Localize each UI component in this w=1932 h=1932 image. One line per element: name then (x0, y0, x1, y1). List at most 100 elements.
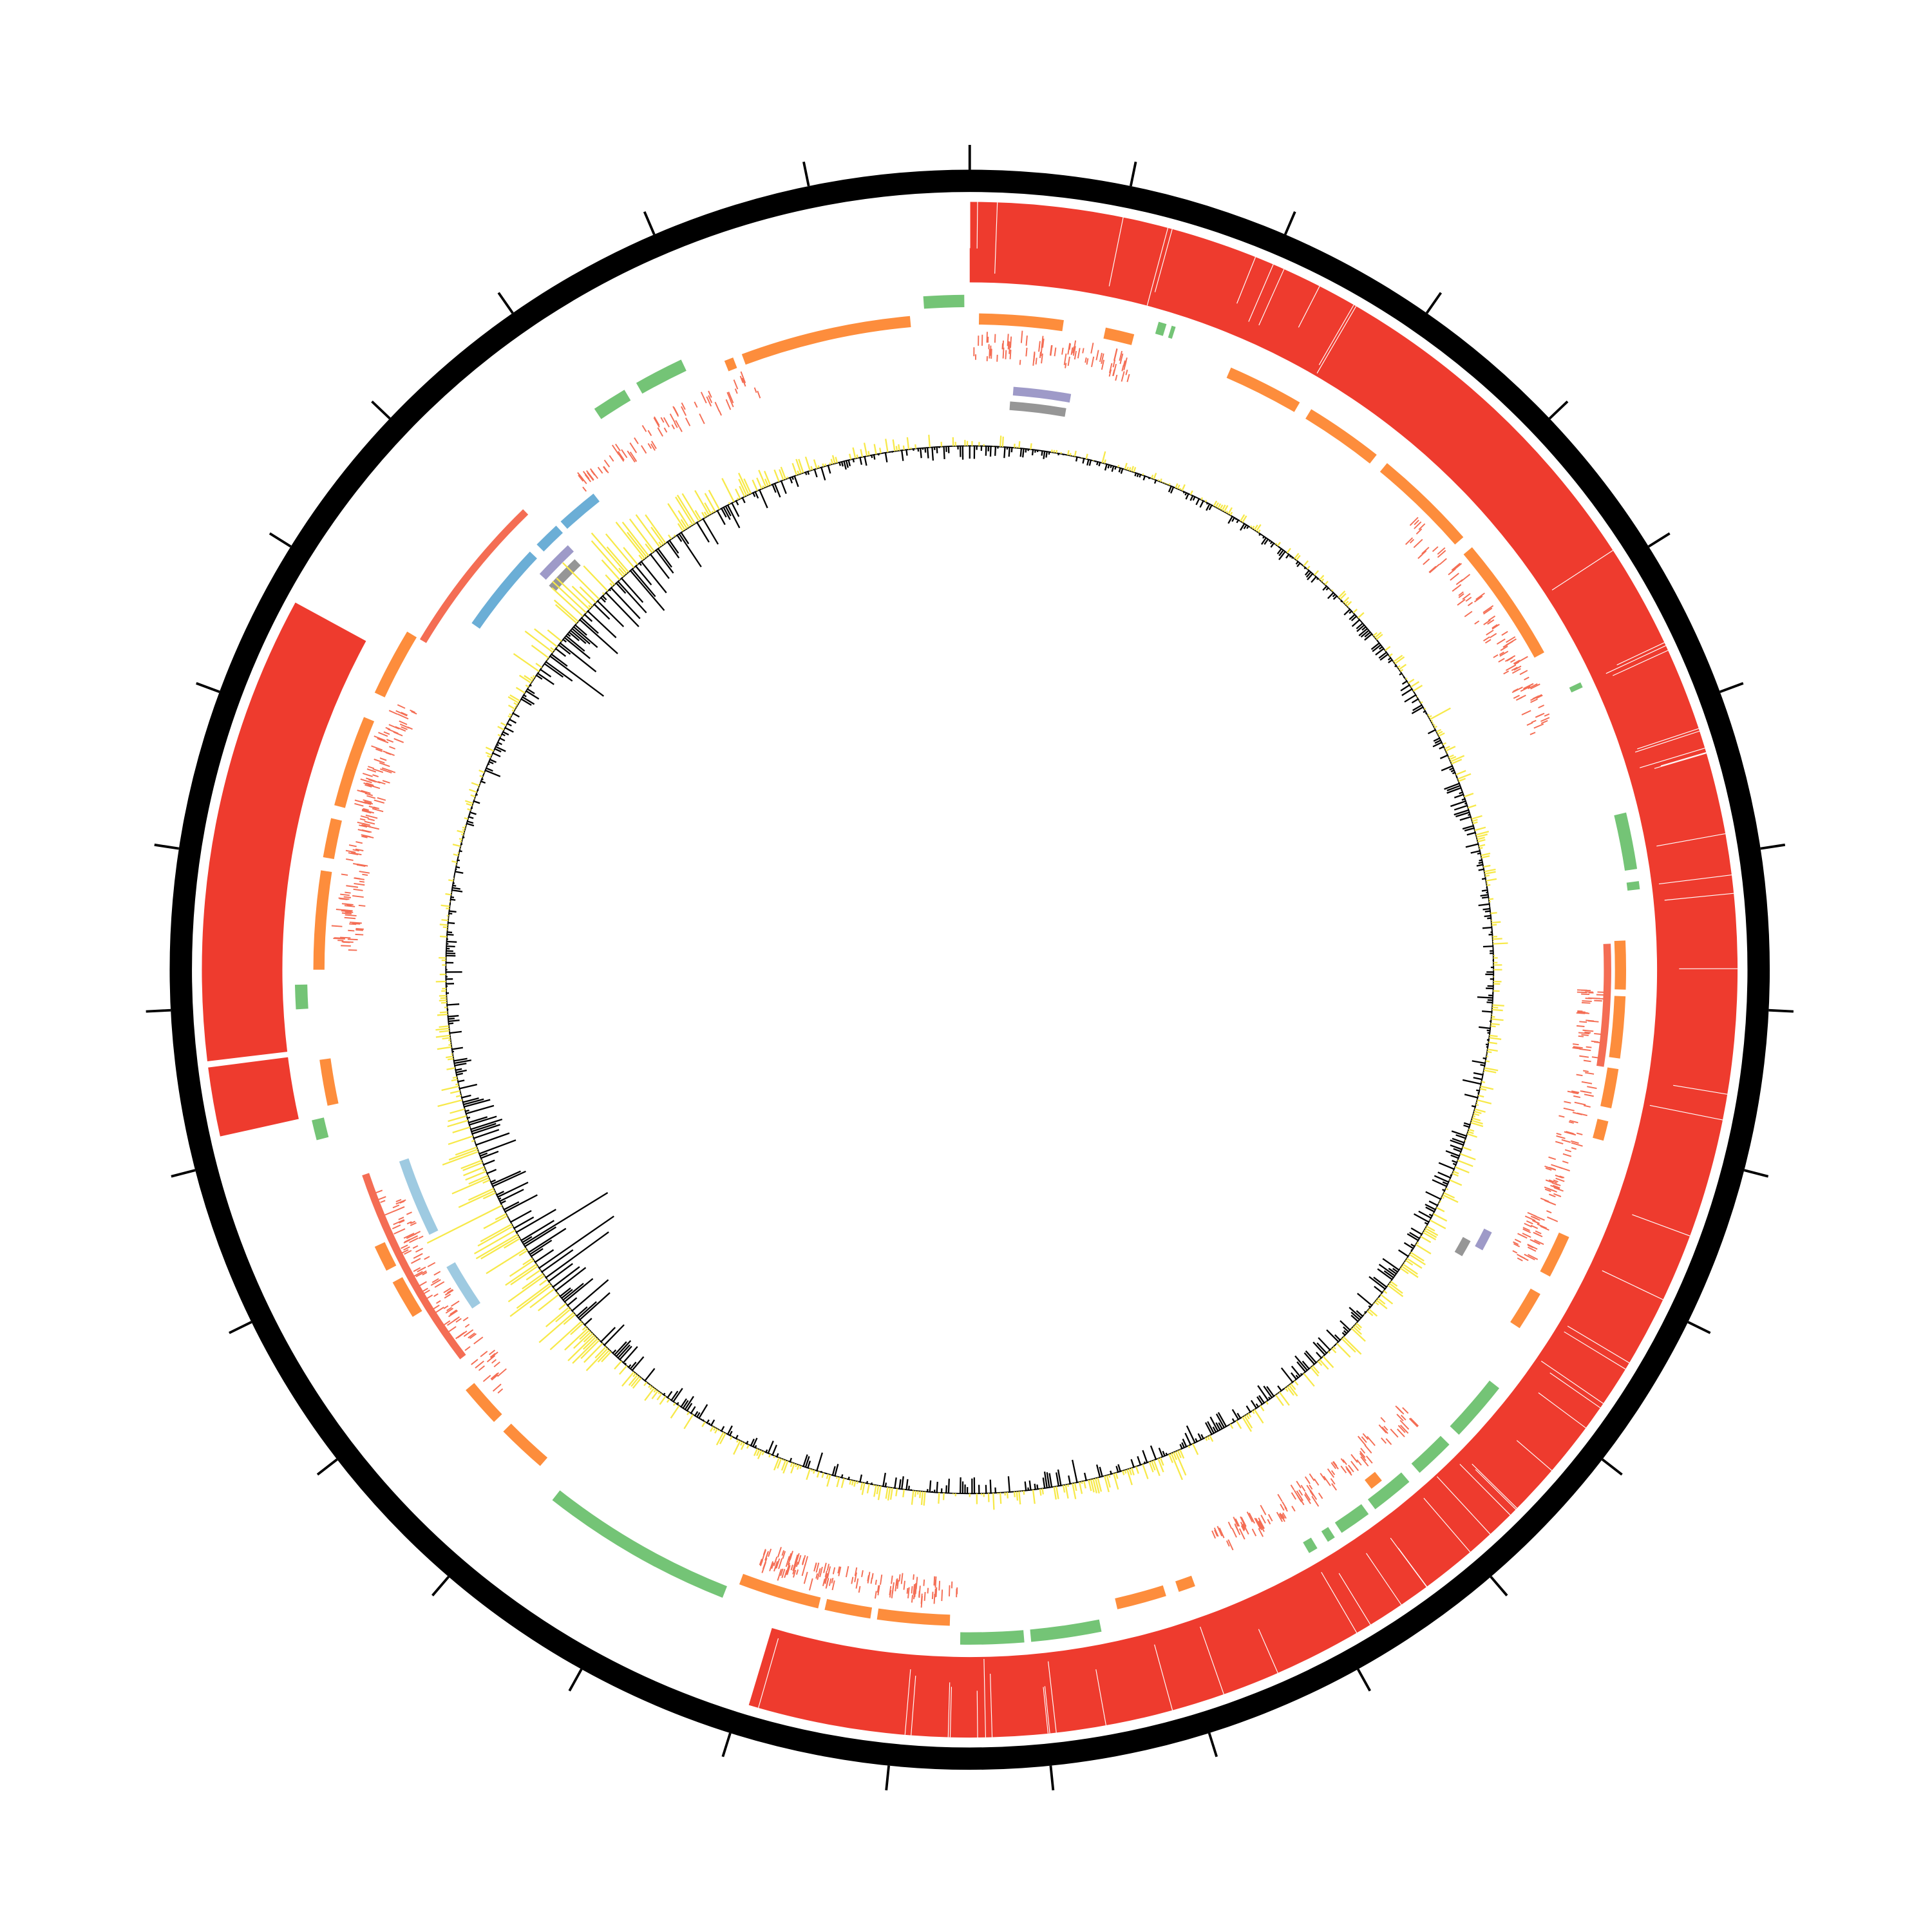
red-tick-feature (433, 1307, 444, 1314)
red-tick-feature (780, 1568, 784, 1577)
red-tick-feature (861, 1570, 864, 1577)
tick-mark (229, 1321, 252, 1334)
red-tick-feature (828, 1578, 832, 1586)
green-feature (1367, 1472, 1410, 1510)
blast-gap-line (1540, 1360, 1604, 1404)
red-tick-feature (615, 443, 621, 451)
red-tick-feature (1039, 352, 1041, 359)
lightblue-feature (446, 1262, 481, 1309)
green-feature (552, 1490, 727, 1598)
green-feature (960, 1630, 1025, 1645)
red-tick-feature (399, 1220, 405, 1224)
green-feature (1450, 1380, 1500, 1435)
red-tick-feature (733, 379, 739, 390)
red-tick-feature (1555, 1177, 1565, 1182)
orange-feature (374, 631, 417, 697)
orange-feature (1226, 367, 1300, 412)
red-tick-feature (1462, 592, 1471, 600)
red-tick-feature (913, 1574, 914, 1580)
red-tick-feature (492, 1383, 502, 1392)
red-tick-feature (1240, 1521, 1245, 1531)
red-tick-feature (1564, 1101, 1571, 1104)
blast-gap-line (1602, 1270, 1663, 1300)
red-tick-feature (1233, 1517, 1239, 1527)
red-tick-feature (1513, 694, 1520, 699)
red-tick-feature (497, 1368, 507, 1378)
red-tick-feature (1526, 1220, 1533, 1225)
red-tick-feature (1242, 1524, 1246, 1530)
red-tick-feature (1276, 1511, 1283, 1522)
orange-feature (1609, 996, 1626, 1059)
red-tick-feature (989, 345, 992, 356)
blast-gap-line (1316, 306, 1357, 374)
red-tick-feature (365, 784, 372, 788)
red-tick-feature (382, 780, 390, 784)
red-tick-feature (741, 377, 746, 387)
red-tick-feature (1550, 1184, 1560, 1190)
red-tick-feature (1561, 1139, 1571, 1143)
blast-gap-line (949, 1687, 952, 1738)
position-ticks (146, 145, 1794, 1791)
red-tick-feature (1530, 683, 1540, 690)
red-tick-feature (761, 1562, 767, 1573)
orange-feature (824, 1598, 873, 1619)
red-tick-feature (1020, 330, 1023, 343)
red-tick-feature (1113, 348, 1118, 361)
red-tick-feature (1467, 601, 1473, 607)
orange-feature (739, 1573, 821, 1609)
red-tick-feature (1556, 1135, 1566, 1139)
red-tick-feature (795, 1562, 799, 1567)
red-tick-feature (343, 909, 353, 912)
red-tick-feature (413, 1253, 423, 1259)
purple-feature (1012, 386, 1072, 403)
red-tick-feature (1357, 1435, 1367, 1446)
red-tick-feature (803, 1571, 808, 1584)
red-tick-feature (1577, 1025, 1585, 1027)
red-tick-feature (1528, 1254, 1539, 1260)
red-tick-feature (413, 1267, 421, 1273)
red-tick-feature (934, 1576, 937, 1588)
red-tick-feature (1291, 1492, 1296, 1500)
red-tick-feature (1400, 1414, 1406, 1421)
red-tick-feature (463, 1329, 474, 1337)
red-tick-feature (1257, 1522, 1263, 1531)
blast-gap-line (1656, 833, 1726, 847)
red-tick-feature (348, 844, 357, 848)
red-tick-feature (1331, 1470, 1336, 1475)
red-tick-feature (822, 1578, 826, 1586)
blast-gap-line (1154, 229, 1173, 292)
red-tick-feature (1101, 359, 1105, 370)
red-tick-feature (1486, 629, 1494, 636)
red-tick-feature (1231, 1528, 1237, 1538)
tick-mark (1490, 1576, 1508, 1596)
red-tick-feature (694, 401, 698, 408)
red-tick-feature (1099, 352, 1103, 363)
green-feature (1626, 881, 1640, 891)
red-tick-feature (1458, 593, 1464, 598)
red-tick-feature (1488, 615, 1496, 621)
red-tick-feature (650, 443, 656, 451)
red-tick-feature (372, 768, 384, 773)
red-tick-feature (1061, 347, 1064, 355)
genome-backbone-ring (169, 169, 1770, 1770)
tick-mark (1283, 211, 1296, 235)
red-tick-feature (1296, 1481, 1302, 1489)
red-tick-feature (1267, 1519, 1271, 1525)
blast-gap-line (1472, 1463, 1517, 1509)
red-tick-feature (918, 1586, 921, 1598)
red-tick-feature (1562, 1160, 1569, 1164)
red-tick-feature (366, 777, 375, 782)
blast-gap-line (1200, 1626, 1224, 1695)
red-tick-feature (1428, 565, 1437, 573)
red-tick-feature (348, 852, 359, 855)
red-tick-feature (1564, 1131, 1577, 1136)
red-tick-feature (1009, 341, 1011, 354)
red-tick-feature (1487, 619, 1495, 625)
green-feature (923, 294, 965, 309)
red-tick-feature (1296, 1490, 1304, 1501)
red-tick-feature (424, 1256, 430, 1260)
red-tick-feature (1527, 1211, 1537, 1217)
red-tick-feature (355, 929, 363, 931)
red-tick-feature (699, 413, 705, 424)
red-tick-feature (804, 1556, 808, 1566)
